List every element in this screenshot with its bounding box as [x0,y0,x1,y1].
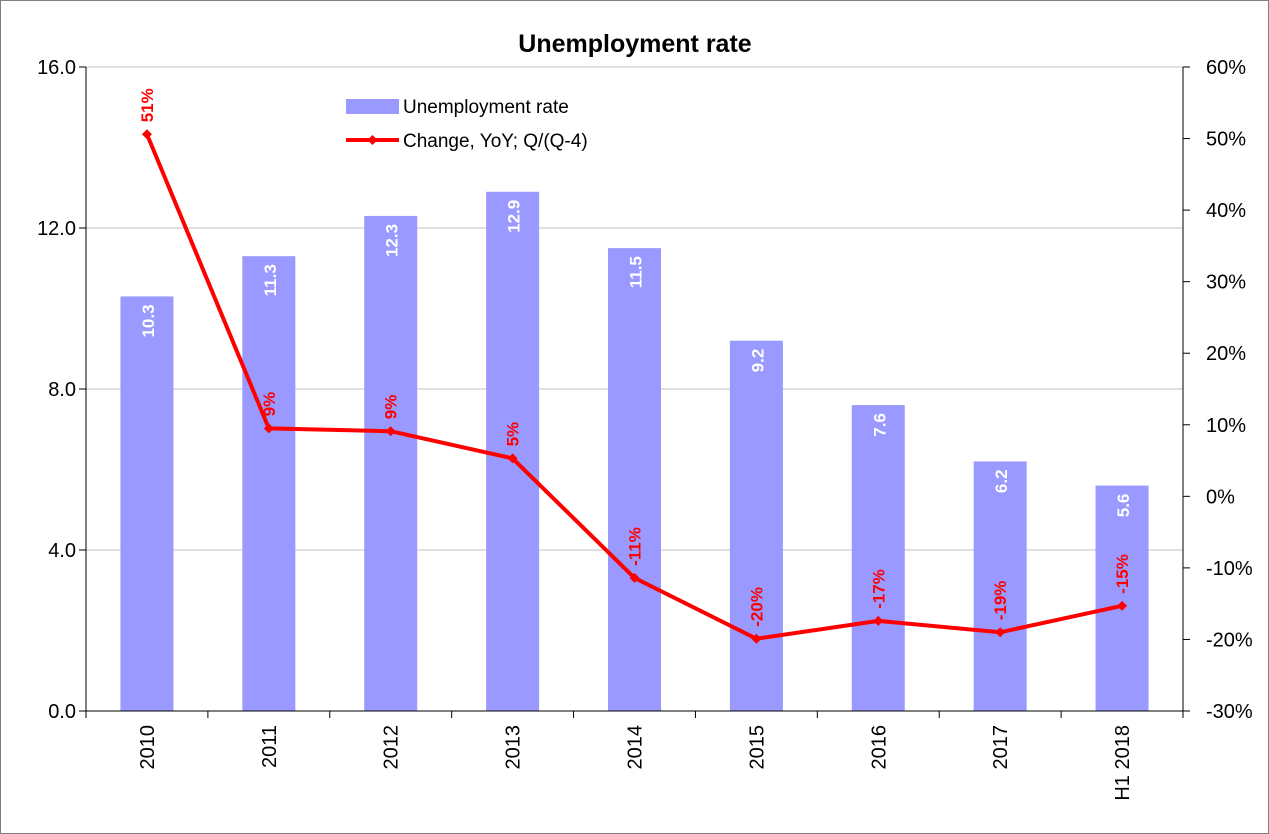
line-marker [507,453,518,464]
bar [1095,485,1149,711]
right-axis-tick-label: 60% [1206,57,1246,79]
bar-series [120,191,1149,712]
right-axis-tick-label: 50% [1206,129,1246,151]
bar-value-label: 11.5 [627,256,646,288]
x-axis-tick-label: 2015 [746,725,768,770]
bar [242,256,296,711]
bar [364,215,418,712]
bar-value-label: 12.9 [505,200,524,233]
right-axis-tick-label: -20% [1206,629,1253,651]
line-value-label: 5% [504,422,523,447]
bar-value-label: 10.3 [139,304,158,337]
right-axis-tick-label: 10% [1206,415,1246,437]
bar-value-label: 7.6 [870,413,889,437]
bar-value-label: 11.3 [261,264,280,296]
right-axis-tick-label: 0% [1206,486,1235,508]
line-series [141,129,1128,644]
line-value-label: -11% [626,527,645,566]
line-value-label: -15% [1113,554,1132,594]
bar [120,296,174,711]
line-value-label: -17% [869,569,888,609]
line-value-label: 51% [138,88,157,122]
line-marker [1117,600,1128,611]
bar [608,248,661,711]
left-axis-tick-label: 4.0 [48,540,76,562]
left-axis-tick-label: 16.0 [37,57,76,79]
x-axis-tick-label: 2014 [625,725,647,770]
x-axis-tick-label: H1 2018 [1112,725,1134,801]
bar [973,461,1027,711]
bar [851,405,905,711]
x-axis-tick-label: 2013 [503,725,525,770]
x-axis-tick-label: 2016 [868,725,890,770]
bar [729,340,783,711]
right-axis-tick-label: 30% [1206,272,1246,294]
line-marker [995,627,1006,638]
line-value-label: -20% [747,587,766,627]
right-axis-tick-label: 40% [1206,200,1246,222]
line-marker [751,633,762,644]
x-axis-tick-label: 2011 [259,725,281,768]
line-value-label: 9% [260,392,279,417]
left-axis-tick-label: 8.0 [48,379,76,401]
line-marker [385,426,396,437]
line-value-label: -19% [991,581,1010,621]
bar-value-label: 5.6 [1114,494,1133,518]
right-axis-tick-label: -10% [1206,558,1253,580]
x-axis-tick-label: 2017 [990,725,1012,770]
legend-bar-swatch [346,99,399,114]
legend-line-label: Change, YoY; Q/(Q-4) [403,131,588,152]
left-axis-tick-label: 0.0 [48,701,76,723]
left-axis-tick-label: 12.0 [37,218,76,240]
axes: 0.0 4.0 8.0 12.0 16.0 -30% -20% -10% 0% 10% 20% 30%… [37,57,1253,801]
line-marker [263,423,274,434]
line-marker [629,572,640,583]
bar-value-label: 6.2 [992,469,1011,493]
bar [486,191,540,711]
line-marker [141,129,152,140]
line-marker [873,615,884,626]
x-axis-tick-label: 2010 [137,725,159,770]
chart-title: Unemployment rate [518,30,751,58]
right-axis-tick-label: -30% [1206,701,1253,723]
bar-value-label: 9.2 [748,349,767,373]
line-value-label: 9% [382,395,401,420]
x-axis-tick-label: 2012 [381,725,403,770]
data-labels: 10.3 11.3 12.3 12.9 11.5 9.2 7.6 6.2 5.6 51% 9% 9% 5… [138,88,1133,626]
legend-line-marker [367,135,378,145]
bar-value-label: 12.3 [383,224,402,257]
legend-bar-label: Unemployment rate [403,97,569,118]
right-axis-tick-label: 20% [1206,343,1246,365]
legend: Unemployment rate Change, YoY; Q/(Q-4) [346,97,588,152]
